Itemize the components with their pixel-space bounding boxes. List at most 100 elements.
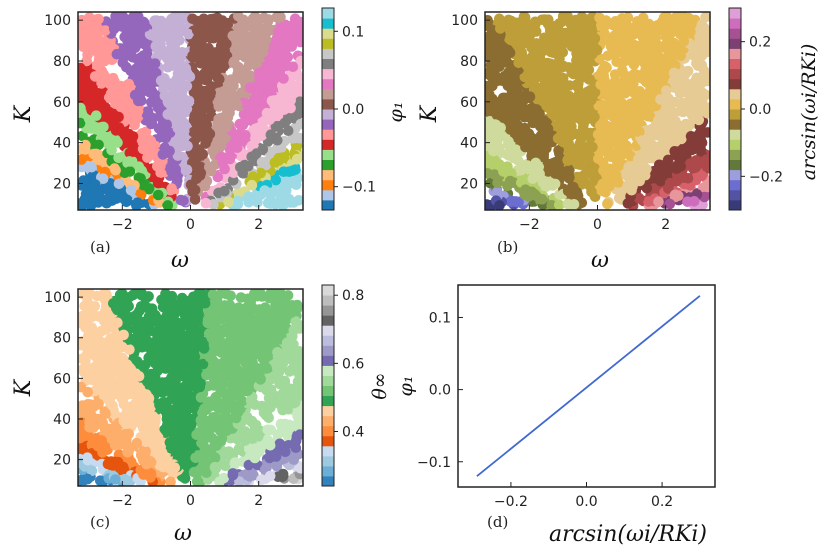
scatter-point xyxy=(275,52,287,64)
scatter-point xyxy=(197,358,209,370)
scatter-point xyxy=(247,192,259,204)
scatter-point xyxy=(527,173,539,184)
scatter-point xyxy=(122,113,133,125)
scatter-point xyxy=(181,80,193,92)
scatter-point xyxy=(246,151,257,163)
scatter-point xyxy=(257,144,269,155)
scatter-point xyxy=(578,41,590,52)
scatter-point xyxy=(657,123,669,134)
scatter-point xyxy=(536,71,547,83)
scatter-point xyxy=(214,476,225,486)
y-tick-label: 20 xyxy=(460,176,478,192)
scatter-point xyxy=(617,139,629,150)
scatter-point xyxy=(562,114,574,125)
scatter-point xyxy=(112,137,123,148)
scatter-point xyxy=(535,83,546,94)
scatter-point xyxy=(266,95,278,107)
scatter-point xyxy=(539,37,550,49)
scatter-point xyxy=(250,123,261,135)
scatter-point xyxy=(634,126,645,138)
scatter-point xyxy=(547,157,559,169)
scatter-point xyxy=(599,28,610,40)
ylabel-a: K xyxy=(11,104,36,123)
colorbar-label-b: arcsin(ωi/RKi) xyxy=(798,44,820,181)
scatter-point xyxy=(563,137,574,149)
scatter-point xyxy=(488,145,499,157)
scatter-point xyxy=(90,179,101,190)
scatter-point xyxy=(494,13,505,25)
scatter-point xyxy=(286,41,298,52)
scatter-point xyxy=(78,154,87,165)
scatter-point xyxy=(170,164,181,175)
scatter-point xyxy=(547,177,558,189)
scatter-point xyxy=(631,55,642,66)
scatter-point xyxy=(499,55,511,67)
scatter-point xyxy=(82,473,93,485)
scatter-point xyxy=(541,15,552,27)
scatter-point xyxy=(696,170,708,182)
y-tick-label: 60 xyxy=(53,95,71,111)
scatter-point xyxy=(205,87,216,99)
colorbar-segment xyxy=(322,18,334,29)
scatter-point xyxy=(194,381,206,393)
scatter-point xyxy=(547,93,558,104)
scatter-point xyxy=(161,422,173,434)
y-tick-label: 40 xyxy=(53,136,71,152)
scatter-point xyxy=(573,68,585,79)
scatter-point xyxy=(132,308,143,320)
scatter-point xyxy=(239,67,251,79)
scatter-point xyxy=(503,136,514,147)
scatter-point xyxy=(630,47,642,58)
scatter-point xyxy=(620,17,632,28)
scatter-point xyxy=(573,78,584,89)
scatter-point xyxy=(652,147,663,158)
scatter-point xyxy=(626,184,637,196)
scatter-point xyxy=(78,400,88,411)
scatter-point xyxy=(669,96,680,108)
scatter-point xyxy=(179,107,191,118)
scatter-point xyxy=(189,351,201,363)
colorbar-segment xyxy=(729,18,741,29)
scatter-point xyxy=(147,88,158,99)
scatter-point xyxy=(677,172,688,183)
scatter-point xyxy=(246,179,258,191)
scatter-point xyxy=(585,94,597,106)
scatter-point xyxy=(632,153,644,165)
scatter-point xyxy=(628,87,640,99)
scatter-point xyxy=(180,459,192,471)
scatter-point xyxy=(574,50,585,61)
colorbar-segment xyxy=(322,139,334,150)
scatter-point xyxy=(618,25,630,36)
scatter-point xyxy=(152,177,164,189)
scatter-point xyxy=(295,463,303,474)
scatter-point xyxy=(283,30,295,41)
scatter-point xyxy=(572,190,584,202)
scatter-point xyxy=(214,124,226,135)
scatter-point xyxy=(504,103,516,115)
scatter-point xyxy=(290,442,302,454)
scatter-point xyxy=(485,199,493,210)
scatter-point xyxy=(494,200,505,210)
scatter-point xyxy=(688,143,700,155)
scatter-point xyxy=(99,406,111,417)
scatter-point xyxy=(97,447,108,458)
scatter-point xyxy=(127,52,138,63)
scatter-point xyxy=(277,404,289,416)
scatter-point xyxy=(293,195,303,206)
scatter-point xyxy=(89,301,101,312)
scatter-point xyxy=(512,29,523,41)
scatter-point xyxy=(531,38,542,49)
colorbar-segment xyxy=(729,28,741,39)
scatter-point xyxy=(149,381,160,393)
scatter-point xyxy=(260,159,272,171)
colorbar-tick-label: 0.2 xyxy=(749,35,771,51)
scatter-point xyxy=(649,25,660,36)
scatter-point xyxy=(228,56,240,67)
colorbar-segment xyxy=(729,139,741,150)
scatter-point xyxy=(190,330,201,341)
scatter-point xyxy=(218,17,229,29)
scatter-point xyxy=(696,137,708,149)
colorbar-segment xyxy=(729,159,741,171)
scatter-point xyxy=(205,165,217,177)
scatter-point xyxy=(172,150,184,161)
